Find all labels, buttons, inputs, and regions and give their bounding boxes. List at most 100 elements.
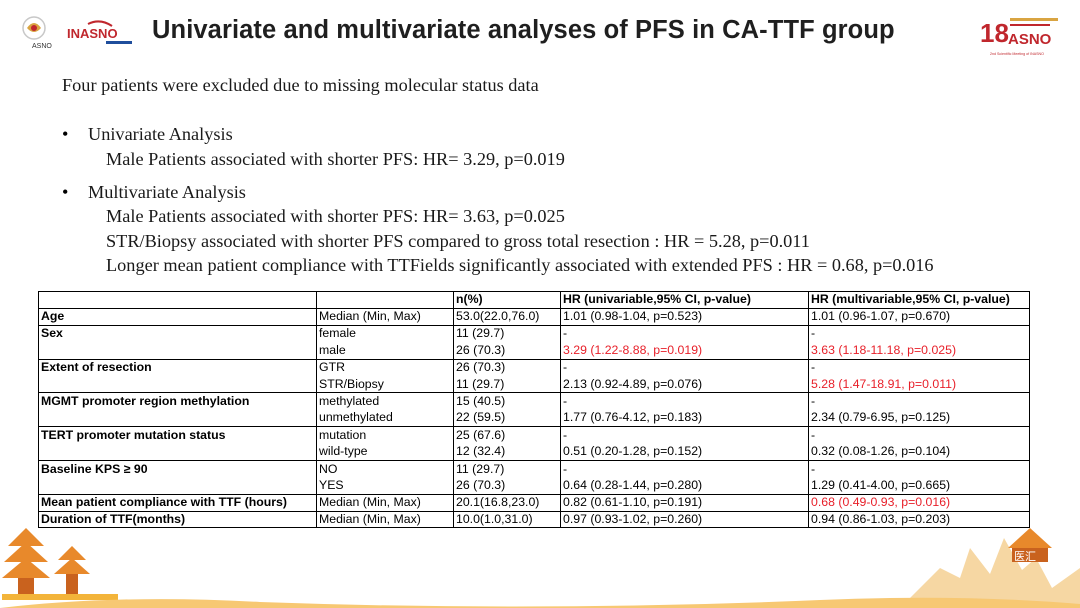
table-row: male 26 (70.3) 3.29 (1.22-8.88, p=0.019) 3.… <box>38 342 1030 360</box>
univariate-line: Male Patients associated with shorter PF… <box>106 149 565 169</box>
table-row: Age Median (Min, Max) 53.0(22.0,76.0) 1.01 … <box>38 308 1030 326</box>
table-cell: 1.01 (0.98-1.04, p=0.523) <box>560 308 809 326</box>
variable-name-cell: Baseline KPS ≥ 90 <box>38 460 317 478</box>
table-cell: 2.34 (0.79-6.95, p=0.125) <box>808 409 1030 427</box>
table-cell: 2.13 (0.92-4.89, p=0.076) <box>560 375 809 393</box>
table-cell: - <box>808 460 1030 478</box>
inasno-logo: INASNO <box>67 20 132 44</box>
table-cell: Median (Min, Max) <box>316 494 454 512</box>
table-header-cell: HR (multivariable,95% CI, p-value) <box>808 291 1030 309</box>
asno-logo-text: ASNO <box>32 43 52 50</box>
table-cell: 22 (59.5) <box>453 409 561 427</box>
table-cell: mutation <box>316 426 454 444</box>
table-cell: - <box>560 460 809 478</box>
table-cell: methylated <box>316 392 454 410</box>
asno-18-caption: 2nd Scientific Meeting of INASNO <box>990 52 1044 56</box>
variable-name-cell: Sex <box>38 325 317 343</box>
bullet-dot: • <box>62 124 69 144</box>
variable-name-cell: Extent of resection <box>38 359 317 376</box>
multivariate-heading: Multivariate Analysis <box>88 182 246 202</box>
table-cell: female <box>316 325 454 343</box>
table-cell: Median (Min, Max) <box>316 308 454 326</box>
table-cell: unmethylated <box>316 409 454 427</box>
table-row: Baseline KPS ≥ 90 NO 11 (29.7) - - <box>38 460 1030 478</box>
variable-name-cell <box>38 443 317 461</box>
table-cell: - <box>560 426 809 444</box>
table-row: wild-type 12 (32.4) 0.51 (0.20-1.28, p=0.1… <box>38 443 1030 461</box>
pfs-analysis-table: n(%) HR (univariable,95% CI, p-value) HR (… <box>38 291 1030 528</box>
variable-name-cell: MGMT promoter region methylation <box>38 392 317 410</box>
table-row: unmethylated 22 (59.5) 1.77 (0.76-4.12, p=… <box>38 409 1030 427</box>
table-header-cell: n(%) <box>453 291 561 309</box>
table-row: TERT promoter mutation status mutation 25 … <box>38 426 1030 444</box>
table-cell: 26 (70.3) <box>453 342 561 360</box>
bottom-stripe <box>0 597 1080 608</box>
table-header-cell: HR (univariable,95% CI, p-value) <box>560 291 809 309</box>
table-cell: - <box>808 392 1030 410</box>
table-cell: 0.68 (0.49-0.93, p=0.016) <box>808 494 1030 512</box>
slide-header: ASNO INASNO Univariate and multivariate … <box>0 0 1080 62</box>
variable-name-cell <box>38 409 317 427</box>
table-header-row: n(%) HR (univariable,95% CI, p-value) HR (… <box>38 291 1030 309</box>
table-cell: 5.28 (1.47-18.91, p=0.011) <box>808 375 1030 393</box>
table-cell: STR/Biopsy <box>316 375 454 393</box>
asno-18-text: ASNO <box>1008 31 1052 48</box>
table-cell: - <box>808 426 1030 444</box>
table-cell: 1.01 (0.96-1.07, p=0.670) <box>808 308 1030 326</box>
exclusion-note: Four patients were excluded due to missi… <box>62 75 539 95</box>
table-cell: 12 (32.4) <box>453 443 561 461</box>
table-cell: 3.63 (1.18-11.18, p=0.025) <box>808 342 1030 360</box>
table-cell: - <box>560 359 809 376</box>
table-row: Extent of resection GTR 26 (70.3) - - <box>38 359 1030 376</box>
table-cell: 0.94 (0.86-1.03, p=0.203) <box>808 511 1030 528</box>
multivariate-line: Longer mean patient compliance with TTFi… <box>106 255 934 275</box>
table-cell: 1.29 (0.41-4.00, p=0.665) <box>808 477 1030 495</box>
variable-name-cell <box>38 375 317 393</box>
table-cell: 0.32 (0.08-1.26, p=0.104) <box>808 443 1030 461</box>
variable-name-cell: Mean patient compliance with TTF (hours) <box>38 494 317 512</box>
table-cell: 1.77 (0.76-4.12, p=0.183) <box>560 409 809 427</box>
temple-decoration-left <box>2 528 118 600</box>
table-cell: NO <box>316 460 454 478</box>
table-row: Mean patient compliance with TTF (hours)… <box>38 494 1030 512</box>
table-row: STR/Biopsy 11 (29.7) 2.13 (0.92-4.89, p=0.… <box>38 375 1030 393</box>
table-cell: YES <box>316 477 454 495</box>
table-header-cell <box>38 291 317 309</box>
table-cell: 11 (29.7) <box>453 460 561 478</box>
temple-decoration-right: 医汇 <box>900 528 1080 608</box>
asno-logo: ASNO <box>22 16 52 50</box>
table-header-cell <box>316 291 454 309</box>
table-cell: 0.82 (0.61-1.10, p=0.191) <box>560 494 809 512</box>
slide-title: Univariate and multivariate analyses of … <box>152 16 895 44</box>
table-cell: 11 (29.7) <box>453 375 561 393</box>
univariate-heading: Univariate Analysis <box>88 124 233 144</box>
variable-name-cell <box>38 477 317 495</box>
table-cell: male <box>316 342 454 360</box>
table-cell: - <box>560 325 809 343</box>
table-cell: wild-type <box>316 443 454 461</box>
table-cell: 25 (67.6) <box>453 426 561 444</box>
table-cell: 15 (40.5) <box>453 392 561 410</box>
asno-18-logo: 18 ASNO 2nd Scientific Meeting of INASNO <box>980 18 1058 56</box>
table-cell: 26 (70.3) <box>453 477 561 495</box>
table-cell: - <box>560 392 809 410</box>
table-cell: - <box>808 359 1030 376</box>
inasno-logo-text: INASNO <box>67 26 118 41</box>
table-cell: 11 (29.7) <box>453 325 561 343</box>
asno-18-number: 18 <box>980 18 1009 48</box>
variable-name-cell <box>38 342 317 360</box>
table-row: YES 26 (70.3) 0.64 (0.28-1.44, p=0.280) 1.2… <box>38 477 1030 495</box>
table-cell: Median (Min, Max) <box>316 511 454 528</box>
variable-name-cell: Duration of TTF(months) <box>38 511 317 528</box>
multivariate-line: Male Patients associated with shorter PF… <box>106 206 565 226</box>
table-cell: 26 (70.3) <box>453 359 561 376</box>
table-cell: 10.0(1.0,31.0) <box>453 511 561 528</box>
table-cell: 0.64 (0.28-1.44, p=0.280) <box>560 477 809 495</box>
variable-name-cell: Age <box>38 308 317 326</box>
table-row: Duration of TTF(months) Median (Min, Max)… <box>38 511 1030 528</box>
table-row: Sex female 11 (29.7) - - <box>38 325 1030 343</box>
table-row: MGMT promoter region methylation methylat… <box>38 392 1030 410</box>
multivariate-line: STR/Biopsy associated with shorter PFS c… <box>106 231 810 251</box>
watermark-text: 医汇 <box>1014 550 1036 563</box>
table-cell: 20.1(16.8,23.0) <box>453 494 561 512</box>
